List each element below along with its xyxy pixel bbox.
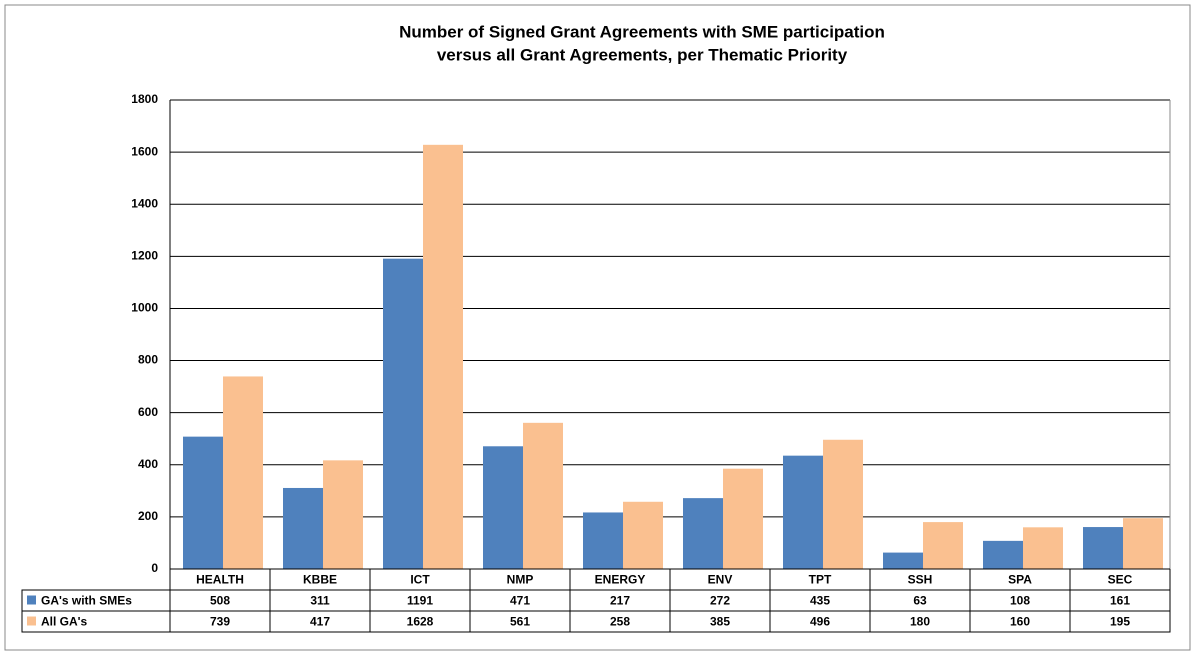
data-table-value: 161 [1110,594,1130,608]
legend-swatch [27,595,36,605]
data-table-value: 435 [810,594,830,608]
x-tick-label: NMP [507,573,534,587]
y-tick-label: 200 [138,509,158,523]
y-tick-label: 400 [138,457,158,471]
bar [323,460,363,569]
bar [583,512,623,569]
data-table-value: 258 [610,615,630,629]
data-table-value: 417 [310,615,330,629]
x-tick-label: SSH [908,573,933,587]
data-table-value: 63 [913,594,927,608]
legend-label: All GA's [41,615,88,629]
data-table-value: 160 [1010,615,1030,629]
data-table-value: 217 [610,594,630,608]
data-table-value: 311 [310,594,330,608]
y-tick-label: 800 [138,353,158,367]
bar [983,540,1023,569]
x-tick-label: SPA [1008,573,1032,587]
x-tick-label: SEC [1108,573,1133,587]
x-tick-label: HEALTH [196,573,244,587]
bar [783,455,823,569]
bar [283,487,323,569]
data-table-value: 195 [1110,615,1130,629]
data-table-value: 1628 [407,615,434,629]
chart-title: Number of Signed Grant Agreements with S… [399,22,885,41]
y-tick-label: 0 [151,561,158,575]
bar [223,376,263,569]
legend-swatch [27,616,36,626]
y-tick-label: 1400 [131,196,158,210]
bar [383,258,423,569]
x-tick-label: ENV [708,573,733,587]
bar [1083,527,1123,569]
data-table-value: 1191 [407,594,433,608]
bar [1023,527,1063,569]
y-tick-label: 1000 [131,301,158,315]
bar [623,501,663,569]
data-table-value: 272 [710,594,730,608]
bar [723,468,763,569]
y-tick-label: 600 [138,405,158,419]
bar [883,552,923,569]
chart-title: versus all Grant Agreements, per Themati… [437,45,848,64]
data-table-value: 385 [710,615,730,629]
legend-label: GA's with SMEs [41,594,132,608]
data-table-value: 180 [910,615,930,629]
y-tick-label: 1800 [131,92,158,106]
bar [923,522,963,569]
data-table-value: 108 [1010,594,1030,608]
bar [483,446,523,569]
bar [823,439,863,569]
bar [523,422,563,569]
data-table-value: 508 [210,594,230,608]
bar [183,436,223,569]
x-tick-label: KBBE [303,573,337,587]
data-table-value: 561 [510,615,530,629]
data-table-value: 471 [510,594,530,608]
y-tick-label: 1600 [131,144,158,158]
data-table-value: 739 [210,615,230,629]
y-tick-label: 1200 [131,249,158,263]
x-tick-label: ENERGY [595,573,646,587]
bar [1123,518,1163,569]
bar [423,144,463,569]
data-table-value: 496 [810,615,830,629]
bar [683,498,723,569]
x-tick-label: ICT [410,573,430,587]
x-tick-label: TPT [809,573,832,587]
